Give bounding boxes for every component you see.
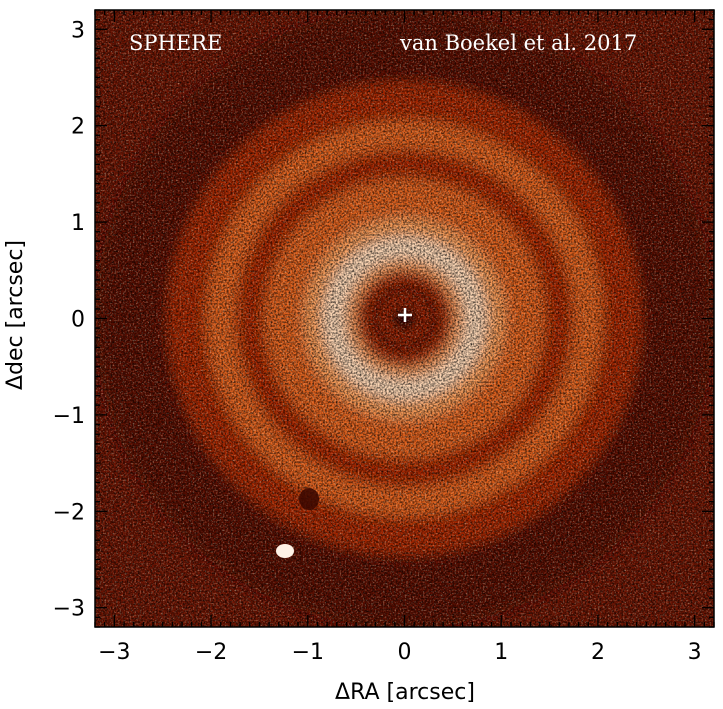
y-axis-title: Δdec [arcsec] bbox=[3, 240, 28, 390]
x-tick-label: 0 bbox=[398, 640, 412, 665]
y-tick-label: −2 bbox=[53, 500, 85, 525]
x-tick-label: −1 bbox=[292, 640, 324, 665]
plus-icon bbox=[398, 308, 412, 322]
x-tick-label: 2 bbox=[591, 640, 605, 665]
x-tick-label: −2 bbox=[195, 640, 227, 665]
x-tick-label: 1 bbox=[494, 640, 508, 665]
y-tick-label: 1 bbox=[71, 211, 85, 236]
axis-tick-labels: −3 −2 −1 0 1 2 3 3 2 1 0 −1 −2 −3 bbox=[53, 18, 702, 665]
instrument-label: SPHERE bbox=[129, 31, 222, 55]
y-tick-label: −3 bbox=[53, 597, 85, 622]
y-tick-label: 3 bbox=[71, 18, 85, 43]
x-axis-title: ΔRA [arcsec] bbox=[335, 680, 475, 705]
disk-image: SPHERE van Boekel et al. 2017 bbox=[95, 10, 714, 627]
y-tick-label: 2 bbox=[71, 115, 85, 140]
x-tick-label: −3 bbox=[98, 640, 130, 665]
axis-ticks bbox=[94, 9, 715, 628]
x-tick-label: 3 bbox=[688, 640, 702, 665]
y-tick-label: −1 bbox=[53, 404, 85, 429]
credit-label: van Boekel et al. 2017 bbox=[399, 31, 637, 55]
bright-companion bbox=[276, 544, 294, 558]
y-tick-label: 0 bbox=[71, 308, 85, 333]
dark-blob bbox=[299, 488, 319, 510]
